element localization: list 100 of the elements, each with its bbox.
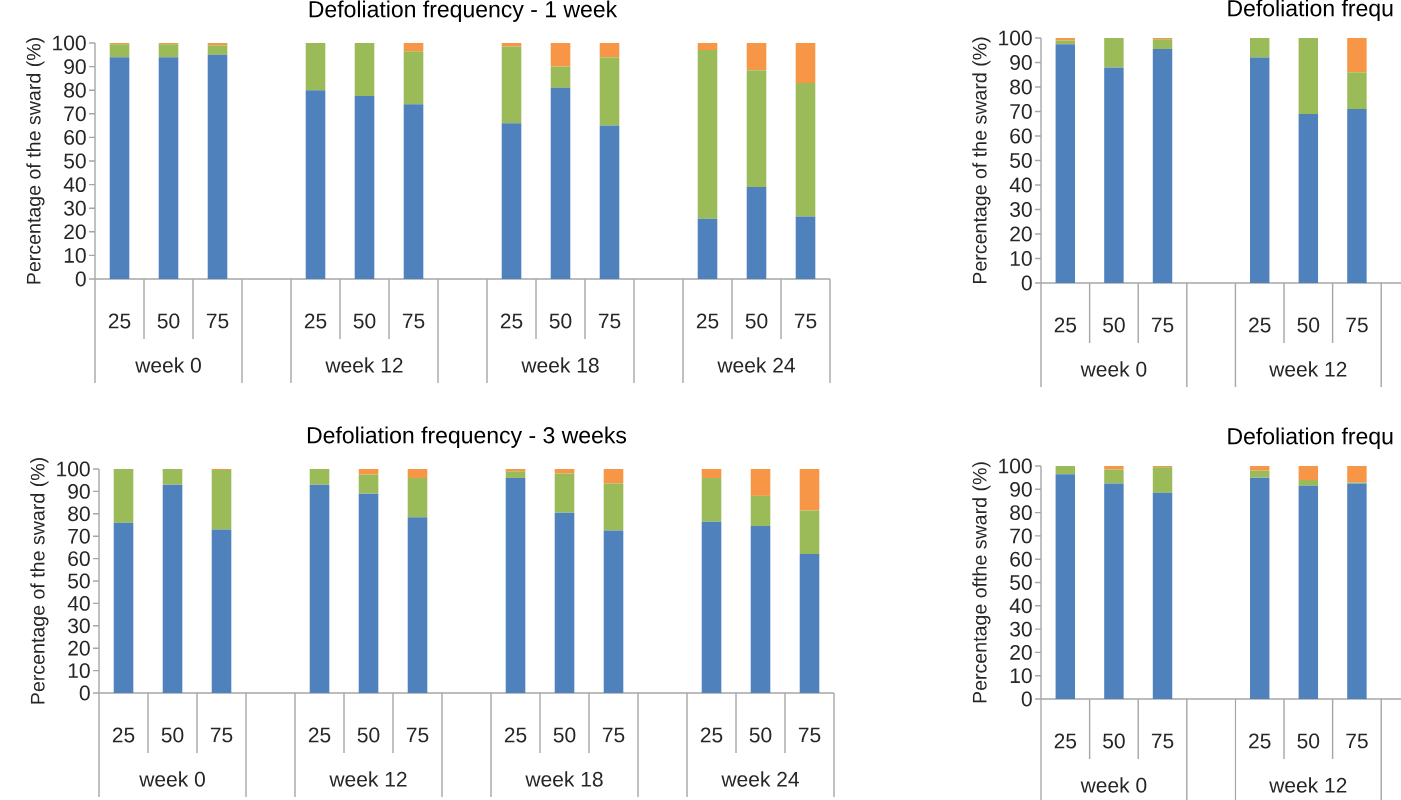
y-tick-label: 90 — [64, 59, 86, 75]
y-tick-label: 60 — [64, 129, 86, 145]
y-tick-label: 60 — [68, 551, 90, 567]
x-tick-label: 50 — [749, 727, 772, 743]
x-tick-label: 75 — [402, 313, 425, 329]
y-tick-label: 80 — [1010, 79, 1032, 95]
x-tick-label: 50 — [157, 313, 180, 329]
text: week 12 — [325, 357, 403, 373]
x-tick-label: 75 — [794, 313, 817, 329]
text: week 0 — [1080, 361, 1147, 377]
x-tick-label: 50 — [1103, 317, 1125, 333]
y-tick-label: 30 — [68, 618, 90, 634]
y-axis-title: Percentage ofthe sward (%) — [972, 462, 991, 703]
x-tick-label: 75 — [206, 313, 229, 329]
x-tick-label: 75 — [1151, 733, 1174, 749]
text: week 12 — [1269, 777, 1347, 793]
chart-title: Defoliation frequency - 3 weeks — [307, 426, 627, 448]
y-tick-label: 100 — [57, 461, 90, 477]
y-tick-label: 20 — [1010, 226, 1032, 242]
text: week 18 — [525, 771, 603, 787]
y-tick-label: 40 — [1009, 177, 1032, 193]
x-tick-label: 50 — [161, 727, 184, 743]
y-axis-title: Percentage of the sward (%) — [30, 458, 49, 704]
y-tick-label: 80 — [1010, 505, 1032, 521]
y-tick-label: 90 — [68, 483, 90, 499]
text: week 24 — [717, 357, 795, 373]
x-tick-label: 75 — [798, 727, 821, 743]
y-tick-label: 50 — [1010, 153, 1032, 168]
text: week 0 — [139, 771, 205, 787]
x-tick-label: 50 — [553, 727, 576, 743]
y-tick-label: 40 — [1009, 598, 1032, 614]
y-tick-label: 0 — [79, 685, 90, 701]
x-tick-label: 75 — [210, 727, 233, 743]
y-tick-label: 40 — [63, 177, 86, 193]
x-tick-label: 25 — [108, 313, 131, 329]
x-tick-label: 50 — [549, 313, 572, 329]
y-axis-title: Percentage of the sward (%) — [972, 37, 991, 284]
x-tick-label: 50 — [745, 313, 768, 329]
x-tick-label: 50 — [353, 313, 376, 329]
y-tick-label: 70 — [68, 528, 90, 544]
chart-title: Defoliation frequ — [1228, 0, 1393, 21]
y-tick-label: 80 — [68, 506, 90, 522]
x-tick-label: 50 — [357, 727, 380, 743]
x-tick-label: 25 — [504, 727, 527, 743]
x-tick-label: 75 — [1346, 317, 1368, 333]
y-tick-label: 0 — [1021, 275, 1032, 291]
y-tick-label: 60 — [1010, 128, 1032, 144]
y-tick-label: 70 — [1010, 528, 1032, 544]
x-tick-label: 25 — [1249, 733, 1271, 749]
y-tick-label: 50 — [68, 573, 90, 589]
y-tick-label: 20 — [68, 640, 90, 656]
y-tick-label: 100 — [53, 35, 86, 51]
x-tick-label: 75 — [602, 727, 625, 743]
x-tick-label: 25 — [1054, 317, 1077, 333]
y-axis-title: Percentage of the sward (%) — [26, 38, 45, 284]
y-tick-label: 90 — [1010, 55, 1032, 70]
chart-title: Defoliation frequency - 1 week — [309, 0, 618, 22]
x-tick-label: 50 — [1297, 317, 1320, 333]
x-tick-label: 25 — [700, 727, 723, 743]
x-tick-label: 25 — [112, 727, 135, 743]
y-tick-label: 10 — [68, 663, 90, 679]
x-tick-label: 50 — [1103, 733, 1125, 749]
y-tick-label: 70 — [64, 106, 86, 122]
y-tick-label: 20 — [1010, 644, 1032, 660]
text: week 0 — [135, 357, 201, 373]
y-tick-label: 60 — [1010, 551, 1032, 567]
y-tick-label: 30 — [1010, 621, 1032, 637]
y-tick-label: 20 — [64, 224, 86, 240]
y-tick-label: 70 — [1010, 104, 1032, 119]
text: week 12 — [329, 771, 407, 787]
text: week 24 — [721, 771, 799, 787]
y-tick-label: 50 — [1010, 575, 1032, 590]
y-tick-label: 0 — [1021, 691, 1032, 707]
y-tick-label: 10 — [64, 247, 86, 263]
y-tick-label: 0 — [75, 271, 86, 287]
y-tick-label: 10 — [1010, 668, 1032, 684]
x-tick-label: 25 — [304, 313, 327, 329]
x-tick-label: 75 — [1151, 317, 1174, 333]
text: week 18 — [521, 357, 599, 373]
x-tick-label: 75 — [598, 313, 621, 329]
y-tick-label: 90 — [1010, 481, 1032, 497]
x-tick-label: 75 — [1346, 733, 1368, 749]
y-tick-label: 80 — [64, 82, 86, 98]
chart-title: Defoliation frequ — [1228, 427, 1393, 449]
y-tick-label: 100 — [999, 458, 1032, 474]
y-tick-label: 100 — [999, 30, 1032, 46]
x-tick-label: 25 — [500, 313, 523, 329]
y-tick-label: 50 — [64, 153, 86, 169]
x-tick-label: 25 — [1054, 733, 1077, 749]
x-tick-label: 25 — [696, 313, 719, 329]
x-tick-label: 25 — [1249, 317, 1271, 333]
y-tick-label: 30 — [1010, 202, 1032, 217]
text: week 12 — [1269, 361, 1347, 377]
y-tick-label: 30 — [64, 200, 86, 216]
x-tick-label: 25 — [308, 727, 331, 743]
text: week 0 — [1080, 777, 1147, 793]
x-tick-label: 75 — [406, 727, 429, 743]
x-tick-label: 50 — [1297, 733, 1320, 749]
y-tick-label: 10 — [1010, 251, 1032, 266]
y-tick-label: 40 — [67, 595, 90, 611]
